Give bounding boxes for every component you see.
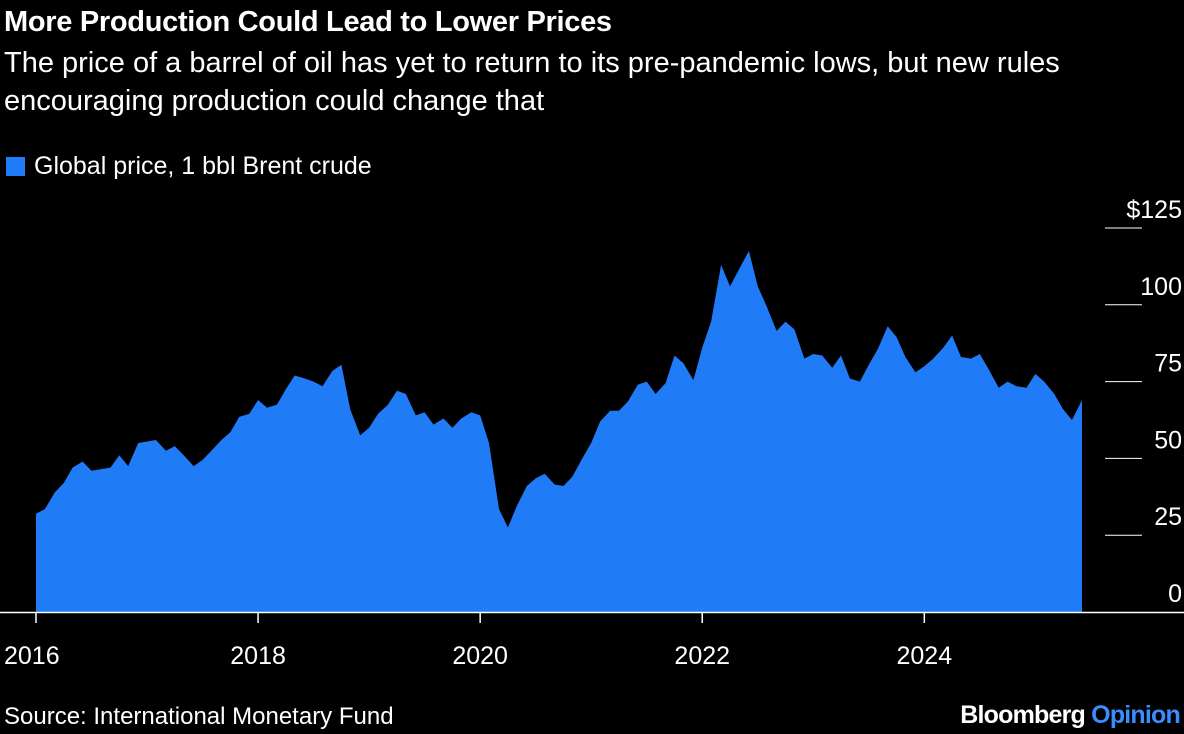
- source-note: Source: International Monetary Fund: [4, 703, 394, 730]
- x-axis-labels: 2016 2018 2020 2022 2024: [4, 642, 952, 670]
- legend-label: Global price, 1 bbl Brent crude: [34, 152, 372, 180]
- y-axis-labels: 0 25 50 75 100 $125: [1126, 196, 1182, 608]
- bloomberg-opinion-logo: Bloomberg Opinion: [960, 700, 1181, 730]
- x-tick-label: 2022: [674, 642, 730, 670]
- chart-subtitle: The price of a barrel of oil has yet to …: [4, 47, 1060, 117]
- legend: Global price, 1 bbl Brent crude: [6, 151, 372, 181]
- y-tick-label: 0: [1168, 580, 1182, 608]
- y-tick-label: $125: [1126, 196, 1182, 224]
- gridlines: [1105, 227, 1142, 536]
- y-tick-label: 50: [1154, 426, 1182, 454]
- y-tick-label: 100: [1140, 273, 1182, 301]
- x-tick-label: 2018: [230, 642, 286, 670]
- brent-price-area: [36, 251, 1082, 612]
- x-tick-label: 2020: [452, 642, 508, 670]
- y-tick-label: 75: [1154, 350, 1182, 378]
- x-tick-label: 2016: [4, 642, 60, 670]
- x-axis-ticks: [35, 612, 926, 623]
- chart-title: More Production Could Lead to Lower Pric…: [4, 6, 612, 38]
- x-tick-label: 2024: [897, 642, 953, 670]
- logo-brand-primary: Bloomberg: [960, 701, 1086, 729]
- logo-brand-secondary: Opinion: [1091, 701, 1181, 729]
- y-tick-label: 25: [1154, 503, 1182, 531]
- area-chart: 0 25 50 75 100 $125 2016 2018 2020 2022 2024: [0, 196, 1184, 670]
- legend-swatch: [6, 156, 25, 176]
